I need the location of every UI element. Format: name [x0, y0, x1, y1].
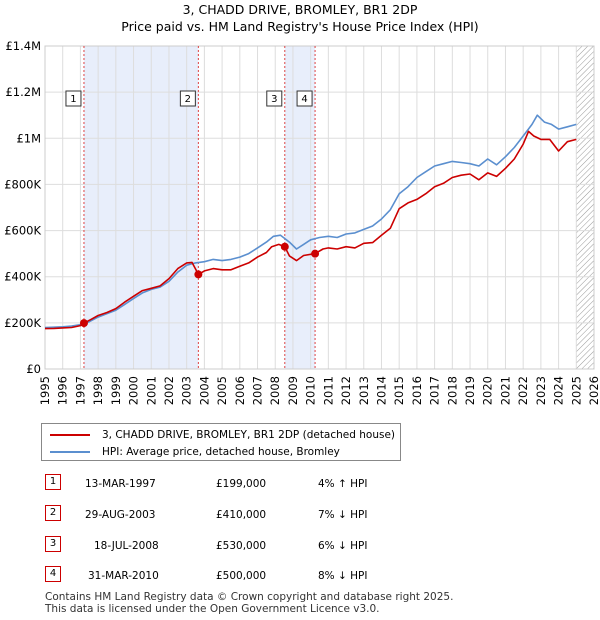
transaction-price: £500,000 [216, 570, 267, 582]
legend-swatch-price-paid [50, 434, 90, 436]
transaction-date: 18-JUL-2008 [94, 540, 159, 552]
x-tick-label: 2018 [445, 376, 459, 405]
transaction-date: 13-MAR-1997 [85, 478, 156, 490]
x-tick-label: 2004 [197, 376, 211, 405]
y-tick-label: £600K [4, 224, 41, 238]
legend-item-hpi: HPI: Average price, detached house, Brom… [50, 445, 340, 459]
sale-label: 3 [271, 94, 277, 105]
transaction-date: 31-MAR-2010 [88, 570, 159, 582]
chart-subtitle: Price paid vs. HM Land Registry's House … [121, 19, 479, 34]
x-tick-label: 2014 [374, 376, 388, 405]
hpi-series-line [45, 114, 577, 329]
x-tick-label: 2017 [428, 376, 442, 405]
sale-label-box [266, 90, 283, 107]
sale-point [194, 270, 203, 279]
footer-copyright: Contains HM Land Registry data © Crown c… [45, 591, 454, 603]
x-tick-label: 2006 [233, 376, 247, 405]
x-tick-label: 2003 [180, 376, 194, 405]
transaction-date: 29-AUG-2003 [85, 509, 156, 521]
y-tick-label: £200K [4, 316, 41, 330]
transaction-badge: 4 [45, 566, 61, 582]
x-tick-label: 2002 [162, 376, 176, 405]
price-paid-series-line [45, 130, 577, 330]
x-tick-label: 1997 [73, 376, 87, 405]
x-tick-label: 2024 [552, 376, 566, 405]
sale-label: 2 [185, 94, 191, 105]
x-tick-label: 2022 [516, 376, 530, 405]
sale-point [311, 249, 320, 258]
legend-label-hpi: HPI: Average price, detached house, Brom… [102, 446, 340, 458]
forecast-hatch [576, 46, 594, 369]
transaction-price: £199,000 [216, 478, 267, 490]
sale-label-box [179, 90, 196, 107]
transaction-price: £530,000 [216, 540, 267, 552]
legend-label-price-paid: 3, CHADD DRIVE, BROMLEY, BR1 2DP (detach… [102, 429, 396, 441]
x-tick-label: 1998 [91, 376, 105, 405]
transaction-row: 2 29-AUG-2003 £410,000 7% ↓ HPI [0, 505, 600, 525]
sale-point [79, 319, 88, 328]
transaction-row: 3 18-JUL-2008 £530,000 6% ↓ HPI [0, 536, 600, 556]
x-tick-label: 2009 [286, 376, 300, 405]
x-tick-label: 2023 [534, 376, 548, 405]
transaction-badge: 2 [45, 505, 61, 521]
sale-label-box [65, 90, 82, 107]
x-tick-label: 2010 [304, 376, 318, 405]
x-tick-label: 2007 [251, 376, 265, 405]
transaction-row: 1 13-MAR-1997 £199,000 4% ↑ HPI [0, 474, 600, 494]
x-tick-label: 2025 [569, 376, 583, 405]
y-tick-label: £800K [4, 177, 41, 191]
y-tick-label: £0 [26, 362, 41, 376]
legend-swatch-hpi [50, 451, 90, 453]
legend-item-price-paid: 3, CHADD DRIVE, BROMLEY, BR1 2DP (detach… [50, 428, 395, 442]
transaction-badge: 1 [45, 474, 61, 490]
x-tick-label: 2005 [215, 376, 229, 405]
transaction-price: £410,000 [216, 509, 267, 521]
x-tick-label: 2001 [144, 376, 158, 405]
price-chart: 1 2 3 4 £0 £200K £400K £600K £800K £1M £1.2M £1.4M… [4, 39, 600, 405]
transaction-hpi: 8% ↓ HPI [318, 570, 368, 582]
transaction-hpi: 6% ↓ HPI [318, 540, 368, 552]
transaction-hpi: 4% ↑ HPI [318, 478, 368, 490]
chart-title: 3, CHADD DRIVE, BROMLEY, BR1 2DP [182, 2, 418, 17]
x-tick-label: 1995 [38, 376, 52, 405]
x-tick-label: 1999 [109, 376, 123, 405]
x-tick-label: 2013 [357, 376, 371, 405]
x-tick-label: 2016 [410, 376, 424, 405]
x-tick-label: 2026 [587, 376, 600, 405]
sale-label: 4 [301, 94, 307, 105]
x-tick-label: 2000 [127, 376, 141, 405]
x-tick-label: 2012 [339, 376, 353, 405]
sale-label: 1 [70, 94, 76, 105]
y-tick-label: £1M [16, 131, 41, 145]
y-tick-label: £1.2M [5, 85, 41, 99]
x-tick-label: 2015 [392, 376, 406, 405]
transaction-badge: 3 [45, 536, 61, 552]
x-tick-label: 2011 [321, 376, 335, 405]
footer-licence: This data is licensed under the Open Gov… [45, 603, 380, 615]
y-tick-label: £1.4M [5, 39, 41, 53]
x-tick-label: 1996 [56, 376, 70, 405]
x-tick-label: 2008 [268, 376, 282, 405]
x-tick-label: 2021 [498, 376, 512, 405]
transaction-hpi: 7% ↓ HPI [318, 509, 368, 521]
plot-border [44, 45, 595, 370]
sale-point [280, 242, 289, 251]
x-tick-label: 2019 [463, 376, 477, 405]
chart-legend: 3, CHADD DRIVE, BROMLEY, BR1 2DP (detach… [41, 423, 401, 461]
x-tick-label: 2020 [481, 376, 495, 405]
sale-label-box [296, 90, 313, 107]
y-tick-label: £400K [4, 270, 41, 284]
transaction-row: 4 31-MAR-2010 £500,000 8% ↓ HPI [0, 566, 600, 586]
